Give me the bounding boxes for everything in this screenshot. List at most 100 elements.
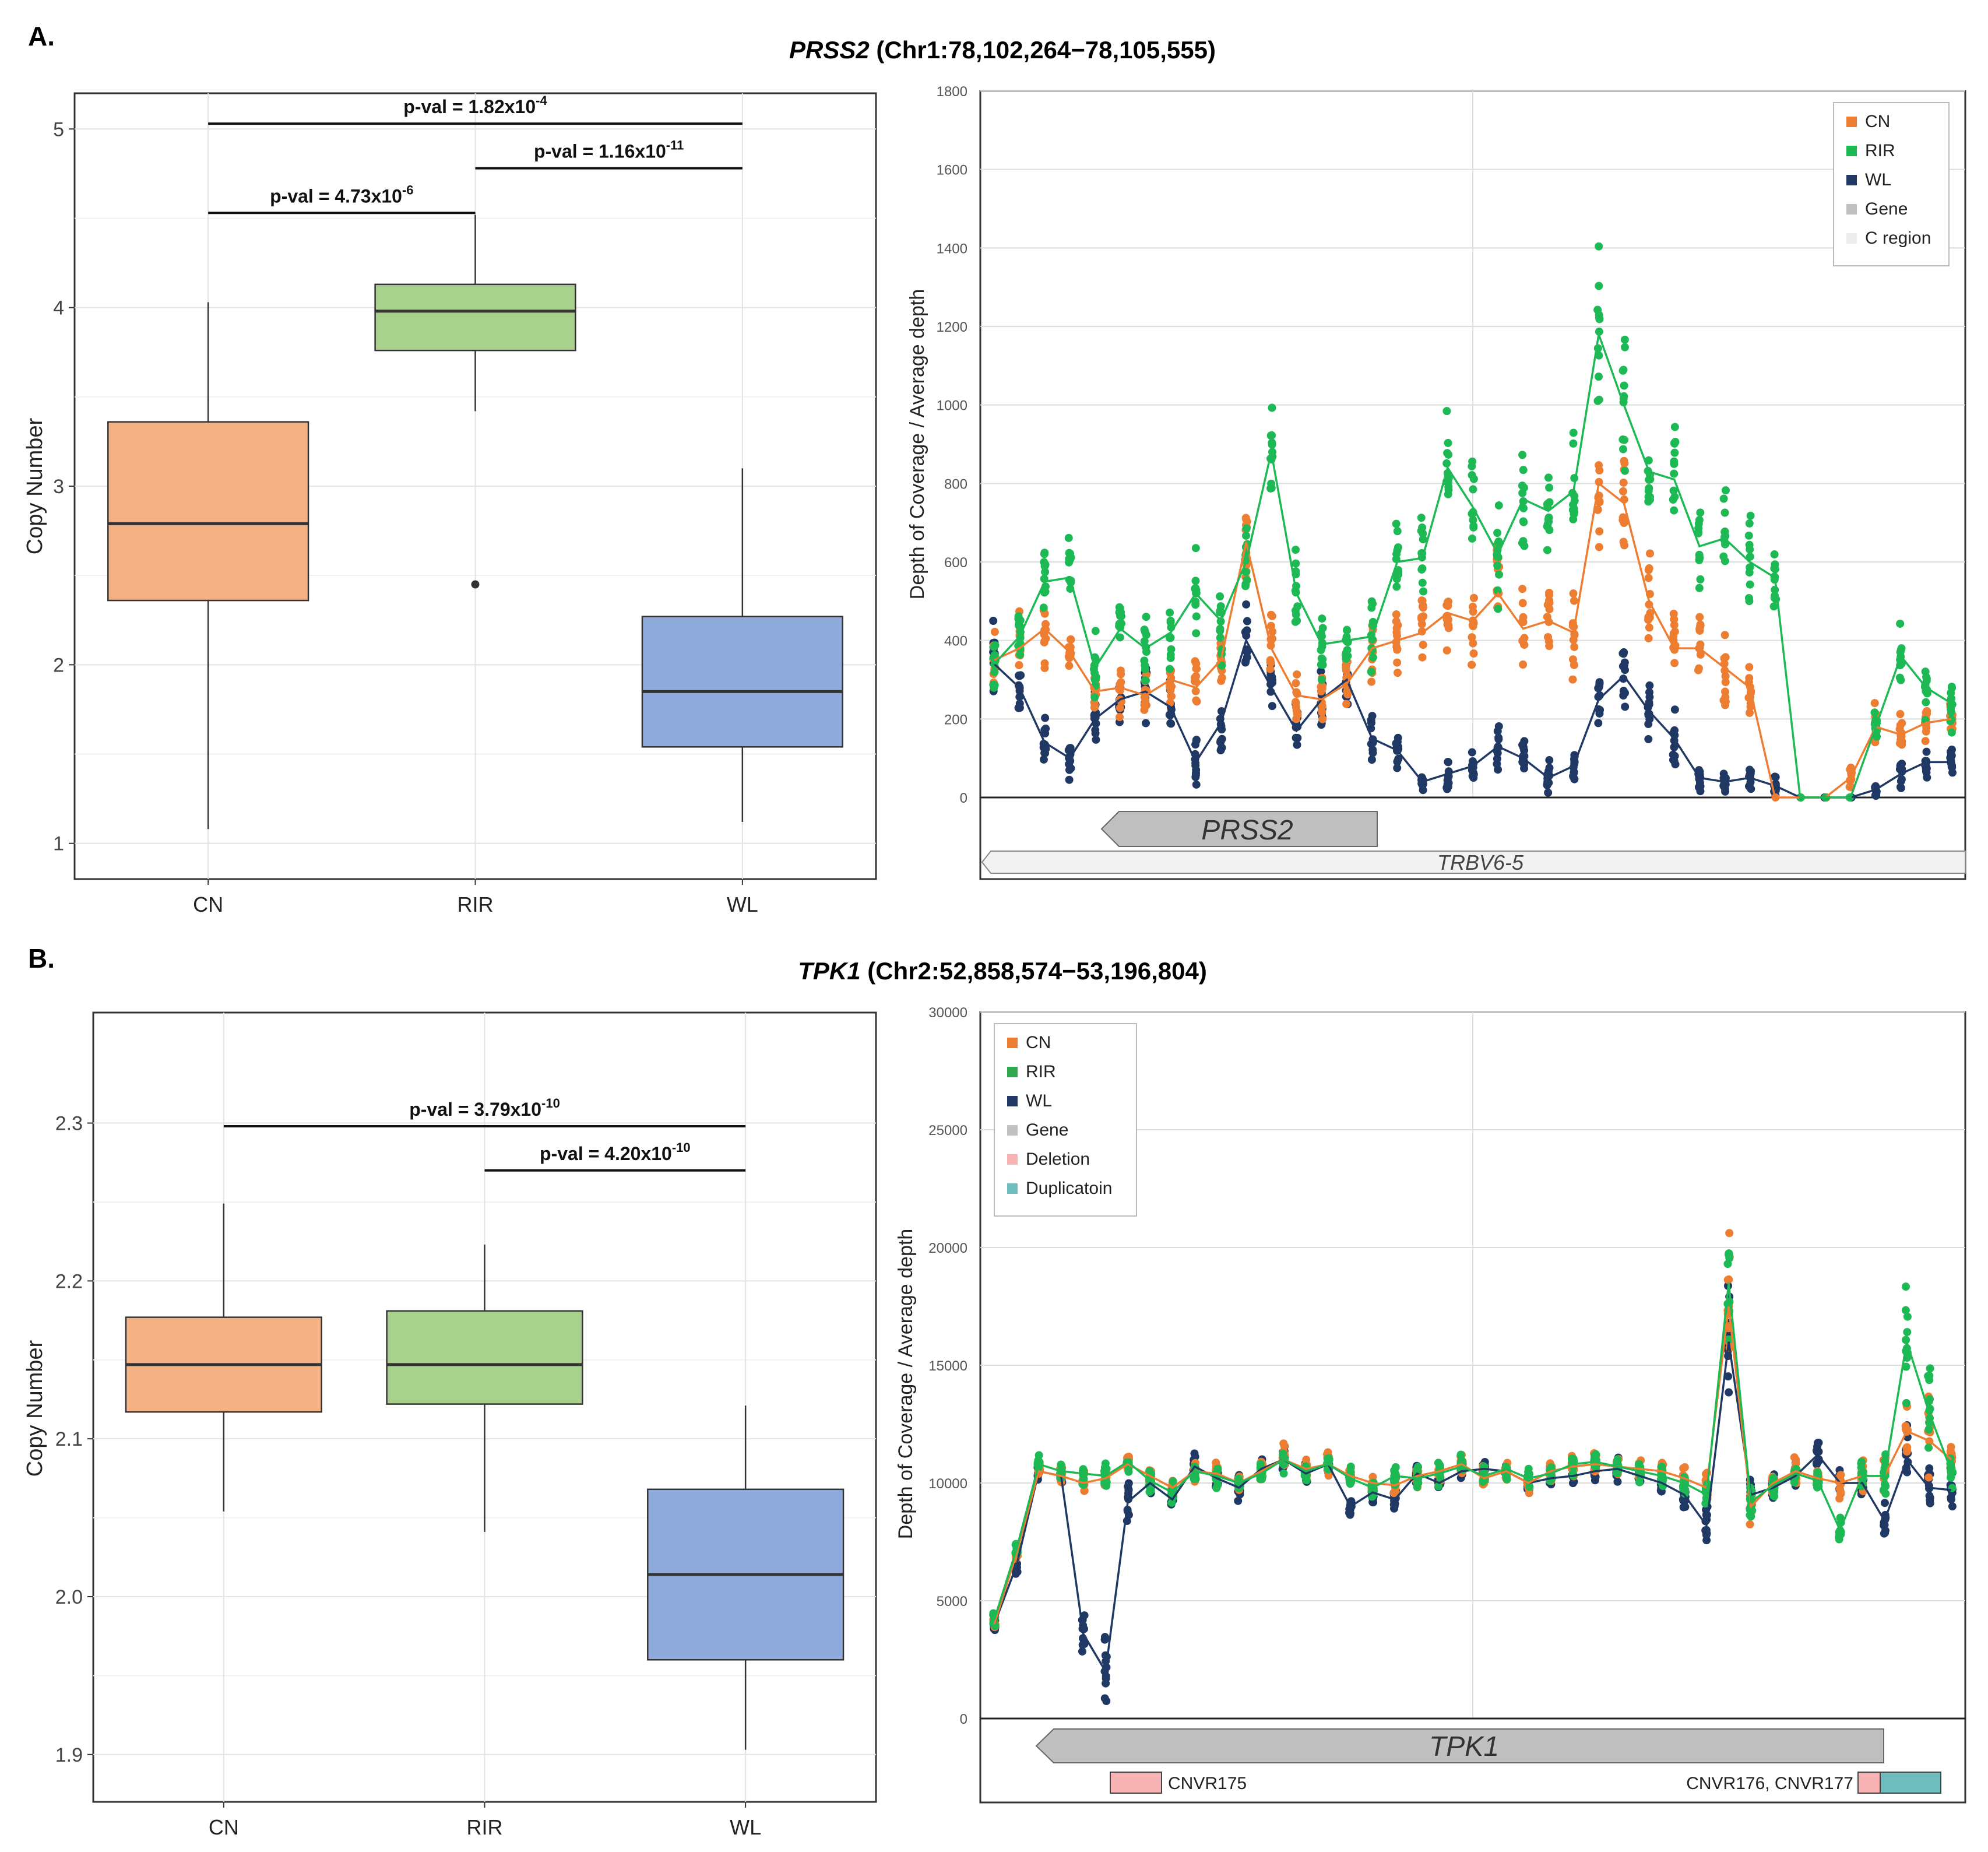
data-point bbox=[1392, 519, 1401, 528]
data-point bbox=[1435, 1460, 1444, 1469]
y-axis-label: Copy Number bbox=[23, 417, 47, 554]
data-point bbox=[1115, 713, 1124, 722]
data-point bbox=[1721, 486, 1730, 495]
data-point bbox=[1570, 660, 1578, 669]
data-point bbox=[1569, 500, 1578, 509]
y-tick-label: 600 bbox=[944, 555, 967, 571]
data-point bbox=[1039, 755, 1048, 764]
data-point bbox=[1166, 653, 1175, 662]
data-point bbox=[1241, 658, 1250, 667]
data-point bbox=[1593, 505, 1602, 514]
data-point bbox=[1216, 607, 1225, 616]
data-point bbox=[1670, 423, 1679, 431]
box-wl bbox=[647, 1405, 845, 1750]
data-point bbox=[1041, 568, 1050, 577]
data-point bbox=[1166, 665, 1174, 673]
data-point bbox=[1544, 633, 1553, 642]
data-point bbox=[1745, 519, 1754, 528]
data-point bbox=[1443, 449, 1452, 458]
mean-lines bbox=[993, 1282, 1952, 1675]
legend-label: WL bbox=[1026, 1091, 1052, 1111]
data-point bbox=[1064, 746, 1073, 754]
data-point bbox=[1593, 305, 1602, 314]
data-point bbox=[1947, 1473, 1955, 1482]
data-point bbox=[1924, 1425, 1933, 1434]
box-rir bbox=[374, 215, 576, 589]
data-point bbox=[1595, 242, 1603, 251]
data-point bbox=[1242, 531, 1251, 540]
data-point bbox=[1947, 748, 1955, 757]
data-point bbox=[1645, 715, 1654, 723]
data-point bbox=[1670, 659, 1679, 667]
data-point bbox=[1696, 575, 1705, 584]
data-point bbox=[1117, 670, 1125, 679]
data-point bbox=[1057, 1460, 1065, 1469]
data-point bbox=[1417, 613, 1426, 621]
data-point bbox=[1393, 631, 1402, 640]
data-point bbox=[1317, 687, 1325, 695]
data-point bbox=[1167, 645, 1176, 653]
data-point bbox=[1234, 1496, 1243, 1505]
data-point bbox=[1141, 676, 1150, 685]
data-point bbox=[1695, 778, 1704, 787]
data-point bbox=[1218, 725, 1226, 734]
x-tick-label-wl: WL bbox=[727, 892, 758, 916]
data-point bbox=[1670, 742, 1679, 751]
data-point bbox=[1544, 473, 1553, 482]
data-point bbox=[1041, 724, 1050, 733]
data-point bbox=[1041, 588, 1050, 596]
y-tick-label: 1.9 bbox=[55, 1744, 83, 1766]
p-value-exponent: -10 bbox=[541, 1096, 560, 1111]
data-point bbox=[1619, 366, 1628, 374]
data-point bbox=[1902, 1443, 1911, 1452]
data-point bbox=[1645, 623, 1653, 632]
data-point bbox=[1146, 1486, 1155, 1495]
data-point bbox=[1268, 702, 1276, 711]
y-tick-label: 2.0 bbox=[55, 1586, 83, 1608]
data-point bbox=[1613, 1477, 1622, 1486]
cnv-label-cnvr176-177: CNVR176, CNVR177 bbox=[1686, 1774, 1853, 1793]
data-point bbox=[1014, 612, 1023, 621]
y-tick-label: 25000 bbox=[928, 1123, 967, 1138]
legend-swatch bbox=[1007, 1125, 1018, 1136]
data-point bbox=[1746, 580, 1754, 589]
data-point bbox=[1921, 737, 1930, 746]
data-point bbox=[1922, 747, 1931, 756]
data-point bbox=[1922, 727, 1930, 736]
data-point bbox=[1469, 639, 1477, 648]
data-point bbox=[1696, 640, 1705, 649]
data-point bbox=[1342, 648, 1350, 657]
data-point bbox=[1619, 687, 1628, 695]
data-point bbox=[1836, 1513, 1845, 1522]
data-point bbox=[1493, 586, 1502, 595]
data-point bbox=[1595, 461, 1603, 470]
data-point bbox=[1469, 523, 1478, 532]
data-point bbox=[1468, 534, 1476, 543]
data-point bbox=[1568, 675, 1577, 684]
panel-a-coords: (Chr1:78,102,264−78,105,555) bbox=[870, 36, 1216, 64]
data-point bbox=[1595, 498, 1604, 507]
data-point bbox=[1066, 757, 1075, 765]
data-point bbox=[1413, 1482, 1421, 1491]
data-point bbox=[1902, 1399, 1910, 1408]
data-point bbox=[1721, 672, 1730, 681]
data-point bbox=[1256, 1460, 1265, 1468]
data-point bbox=[1836, 1488, 1845, 1496]
data-point bbox=[1694, 524, 1703, 533]
data-point bbox=[1015, 671, 1023, 680]
data-point bbox=[1392, 617, 1401, 625]
data-point bbox=[1746, 1520, 1754, 1528]
panel-b-title: TPK1 (Chr2:52,858,574−53,196,804) bbox=[798, 957, 1207, 985]
data-point bbox=[1065, 662, 1074, 670]
data-point bbox=[1418, 578, 1427, 587]
data-point bbox=[1569, 589, 1578, 598]
duplication-block-cnvr177 bbox=[1880, 1772, 1941, 1794]
data-point bbox=[1116, 612, 1125, 620]
data-point bbox=[1291, 617, 1300, 626]
panel-a-label: A. bbox=[28, 21, 55, 51]
data-point bbox=[1570, 596, 1578, 605]
data-point bbox=[1041, 749, 1050, 758]
data-point bbox=[1419, 587, 1428, 596]
data-point bbox=[1921, 667, 1930, 676]
data-point bbox=[1318, 708, 1326, 716]
